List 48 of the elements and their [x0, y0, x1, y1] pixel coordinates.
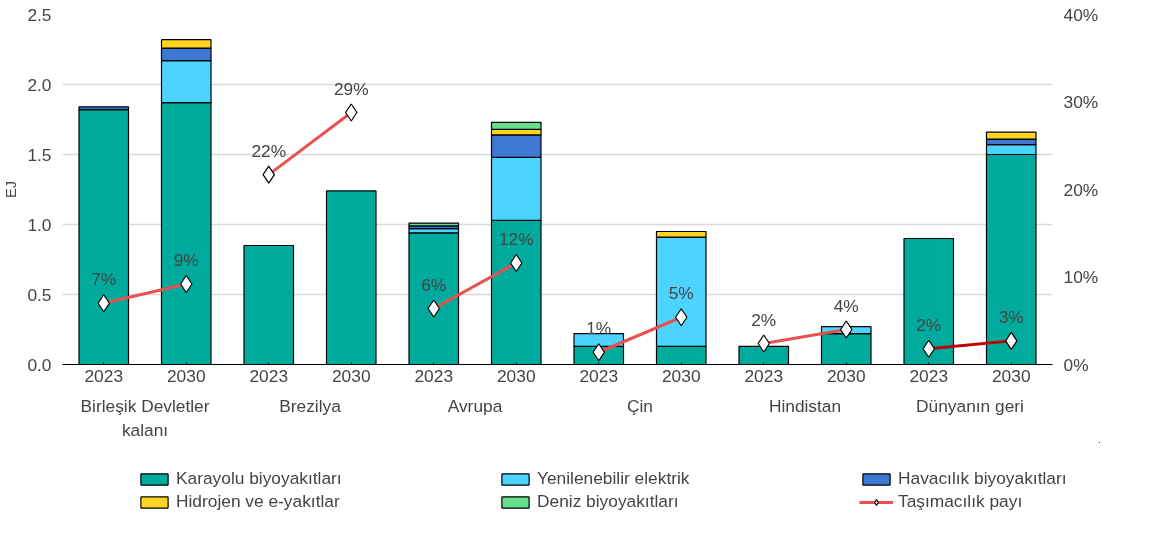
y-tick-label: 0.0: [27, 354, 52, 375]
legend-label: Havacılık biyoyakıtları: [898, 468, 1068, 489]
x-tick-label: 2023: [744, 365, 784, 386]
y-tick-label: 1.0: [27, 214, 52, 235]
x-tick-label: 2030: [496, 365, 536, 386]
y2-tick-label: 20%: [1063, 179, 1099, 200]
x-tick-label: 2023: [414, 365, 454, 386]
data-label: 1%: [586, 318, 612, 339]
x-tick-label: 2030: [826, 365, 866, 386]
text: Hindistan: [768, 395, 842, 416]
data-label: 22%: [251, 140, 287, 161]
data-label: 5%: [668, 283, 694, 304]
data-label: 9%: [173, 250, 199, 270]
data-label: 6%: [421, 274, 447, 295]
y2-tick-label: 30%: [1063, 92, 1099, 112]
text: Avrupa: [447, 395, 503, 416]
x-tick-label: 2030: [166, 365, 206, 386]
x-tick-label: 2030: [991, 365, 1031, 386]
legend-label: Taşımacılık payı: [898, 491, 1024, 512]
x-tick-label: 2023: [249, 365, 289, 386]
legend-label: Yenilenebilir elektrik: [537, 468, 691, 489]
legend-label: Hidrojen ve e-yakıtlar: [176, 491, 341, 512]
y2-tick-label: 10%: [1063, 267, 1099, 287]
x-tick-label: 2030: [331, 365, 371, 386]
x-tick-label: 2023: [579, 365, 619, 386]
data-label: 12%: [498, 229, 534, 249]
y2-tick-label: 0%: [1063, 354, 1089, 375]
data-label: 2%: [916, 314, 942, 335]
legend-label: Deniz biyoyakıtları: [537, 491, 680, 512]
y-tick-label: 1.5: [27, 144, 52, 165]
y-tick-label: 2.5: [27, 4, 52, 25]
data-label: 7%: [91, 269, 117, 290]
data-label: 4%: [833, 295, 859, 316]
y2-tick-label: 40%: [1063, 4, 1099, 25]
data-label: 2%: [751, 309, 777, 330]
text: Çin: [627, 395, 654, 416]
legend-label: Karayolu biyoyakıtları: [176, 468, 343, 489]
y-tick-label: 2.0: [27, 74, 52, 95]
data-label: 3%: [998, 306, 1024, 327]
x-tick-label: 2030: [661, 365, 701, 386]
y-axis-title: EJ: [3, 180, 20, 199]
y-tick-label: 0.5: [27, 284, 52, 305]
text: Brezilya: [279, 395, 342, 416]
text: Dünyanın geri: [916, 395, 1024, 416]
text: Birleşik Devletler kalanı: [80, 395, 210, 440]
data-label: 29%: [333, 78, 369, 99]
x-tick-label: 2023: [909, 365, 949, 386]
x-tick-label: 2023: [84, 365, 124, 386]
